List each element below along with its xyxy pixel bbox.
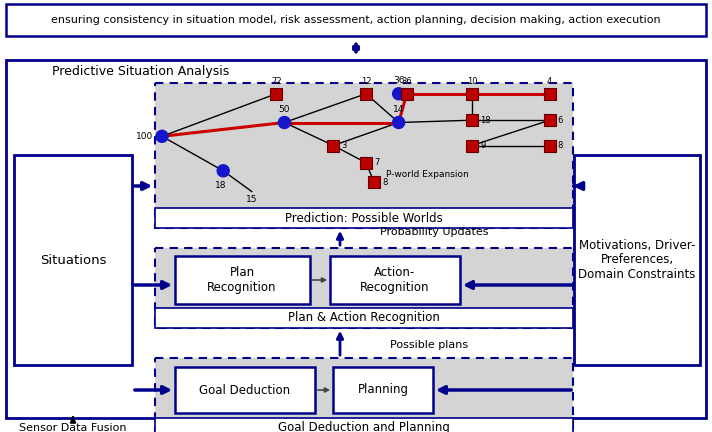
Text: 100: 100 bbox=[136, 132, 153, 141]
Bar bbox=[155, 418, 573, 432]
Text: Plan
Recognition: Plan Recognition bbox=[207, 266, 277, 294]
Text: Goal Deduction and Planning: Goal Deduction and Planning bbox=[278, 422, 450, 432]
Bar bbox=[543, 114, 555, 126]
Text: 8: 8 bbox=[382, 178, 387, 187]
Text: 3: 3 bbox=[341, 141, 347, 150]
Text: ensuring consistency in situation model, risk assessment, action planning, decis: ensuring consistency in situation model,… bbox=[51, 15, 661, 25]
Bar bbox=[360, 157, 372, 169]
Text: Planning: Planning bbox=[357, 384, 409, 397]
Text: Sensor Data Fusion: Sensor Data Fusion bbox=[19, 423, 127, 432]
Circle shape bbox=[392, 117, 404, 128]
Bar bbox=[6, 4, 706, 36]
Bar bbox=[466, 114, 478, 126]
Text: Predictive Situation Analysis: Predictive Situation Analysis bbox=[52, 66, 229, 79]
Text: Action-
Recognition: Action- Recognition bbox=[360, 266, 430, 294]
Bar bbox=[333, 367, 433, 413]
Bar bbox=[175, 256, 310, 304]
Text: Probability Updates: Probability Updates bbox=[380, 227, 488, 237]
Bar bbox=[6, 60, 706, 418]
Bar bbox=[466, 140, 478, 152]
Text: 36: 36 bbox=[402, 77, 412, 86]
Circle shape bbox=[392, 88, 404, 100]
Text: Situations: Situations bbox=[40, 254, 106, 267]
Text: P-world Expansion: P-world Expansion bbox=[387, 170, 469, 179]
Bar bbox=[543, 140, 555, 152]
Text: Goal Deduction: Goal Deduction bbox=[199, 384, 290, 397]
Text: Possible plans: Possible plans bbox=[390, 340, 468, 350]
Text: 72: 72 bbox=[271, 77, 281, 86]
Text: Plan & Action Recognition: Plan & Action Recognition bbox=[288, 311, 440, 324]
Bar bbox=[271, 88, 282, 100]
Bar bbox=[401, 88, 413, 100]
Text: 7: 7 bbox=[374, 158, 379, 167]
Text: 12: 12 bbox=[361, 77, 371, 86]
Bar bbox=[574, 155, 700, 365]
Text: 8: 8 bbox=[557, 141, 563, 150]
Text: 15: 15 bbox=[246, 196, 258, 204]
Text: 4: 4 bbox=[547, 77, 553, 86]
Bar bbox=[14, 155, 132, 365]
Bar bbox=[330, 256, 460, 304]
Circle shape bbox=[156, 130, 168, 142]
Text: Prediction: Possible Worlds: Prediction: Possible Worlds bbox=[285, 212, 443, 225]
Bar bbox=[360, 88, 372, 100]
Text: 36: 36 bbox=[393, 76, 404, 85]
Bar bbox=[328, 140, 340, 152]
Bar bbox=[368, 176, 380, 188]
Circle shape bbox=[278, 117, 290, 128]
Text: 18: 18 bbox=[216, 181, 227, 190]
Bar bbox=[155, 248, 573, 328]
Bar bbox=[155, 83, 573, 228]
Text: 14: 14 bbox=[393, 105, 404, 114]
Bar bbox=[543, 88, 555, 100]
Bar bbox=[155, 358, 573, 432]
Circle shape bbox=[217, 165, 229, 177]
Bar bbox=[155, 308, 573, 328]
Text: 50: 50 bbox=[278, 105, 290, 114]
Text: 6: 6 bbox=[557, 116, 563, 125]
Text: 9: 9 bbox=[480, 141, 486, 150]
Text: Motivations, Driver-
Preferences,
Domain Constraints: Motivations, Driver- Preferences, Domain… bbox=[578, 238, 696, 282]
Bar bbox=[175, 367, 315, 413]
Bar bbox=[466, 88, 478, 100]
Text: 18: 18 bbox=[480, 116, 491, 125]
Bar bbox=[155, 208, 573, 228]
Text: 10: 10 bbox=[467, 77, 477, 86]
